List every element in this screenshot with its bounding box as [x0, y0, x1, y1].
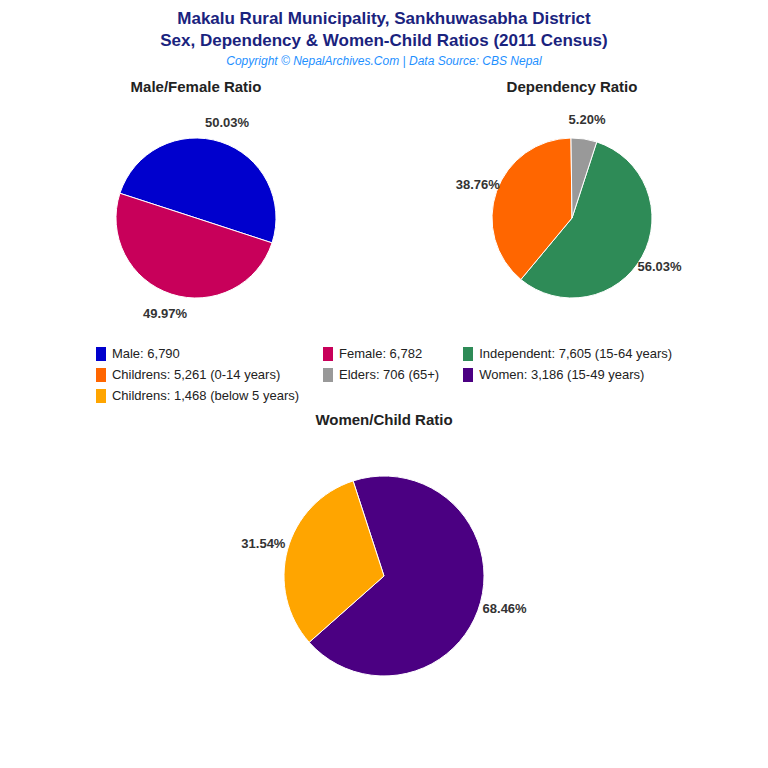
html-text:Elders: 706 (65+): Elders: 706 (65+) [339, 367, 440, 382]
html-text:Independent: 7,605 (15-64 year: Independent: 7,605 (15-64 years) [479, 346, 673, 361]
svg-text:38.76%: 38.76% [456, 177, 501, 192]
svg-text:49.97%: 49.97% [143, 306, 188, 321]
html-text:Male: 6,790: Male: 6,790 [111, 346, 180, 361]
html-text:Male/Female Ratio: Male/Female Ratio [130, 78, 262, 95]
html-text:Childrens: 1,468 (below 5 year: Childrens: 1,468 (below 5 years) [111, 388, 299, 403]
svg-text:56.03%: 56.03% [638, 259, 683, 274]
svg-text:5.20%: 5.20% [569, 112, 606, 127]
svg-text:31.54%: 31.54% [241, 536, 286, 551]
html-text:Women: 3,186 (15-49 years): Women: 3,186 (15-49 years) [479, 367, 645, 382]
html-text:Copyright © NepalArchives.Com: Copyright © NepalArchives.Com | Data Sou… [226, 54, 542, 68]
svg-text:68.46%: 68.46% [483, 601, 528, 616]
html-text:Women/Child Ratio: Women/Child Ratio [315, 411, 453, 428]
html-text:Dependency Ratio: Dependency Ratio [506, 78, 638, 95]
html-text:Makalu Rural Municipality, San: Makalu Rural Municipality, Sankhuwasabha… [177, 9, 591, 28]
svg-text:50.03%: 50.03% [205, 115, 250, 130]
html-text:Sex, Dependency & Women-Child: Sex, Dependency & Women-Child Ratios (20… [160, 31, 608, 50]
html-text:Female: 6,782: Female: 6,782 [339, 346, 423, 361]
html-text:Childrens: 5,261 (0-14 years): Childrens: 5,261 (0-14 years) [111, 367, 281, 382]
